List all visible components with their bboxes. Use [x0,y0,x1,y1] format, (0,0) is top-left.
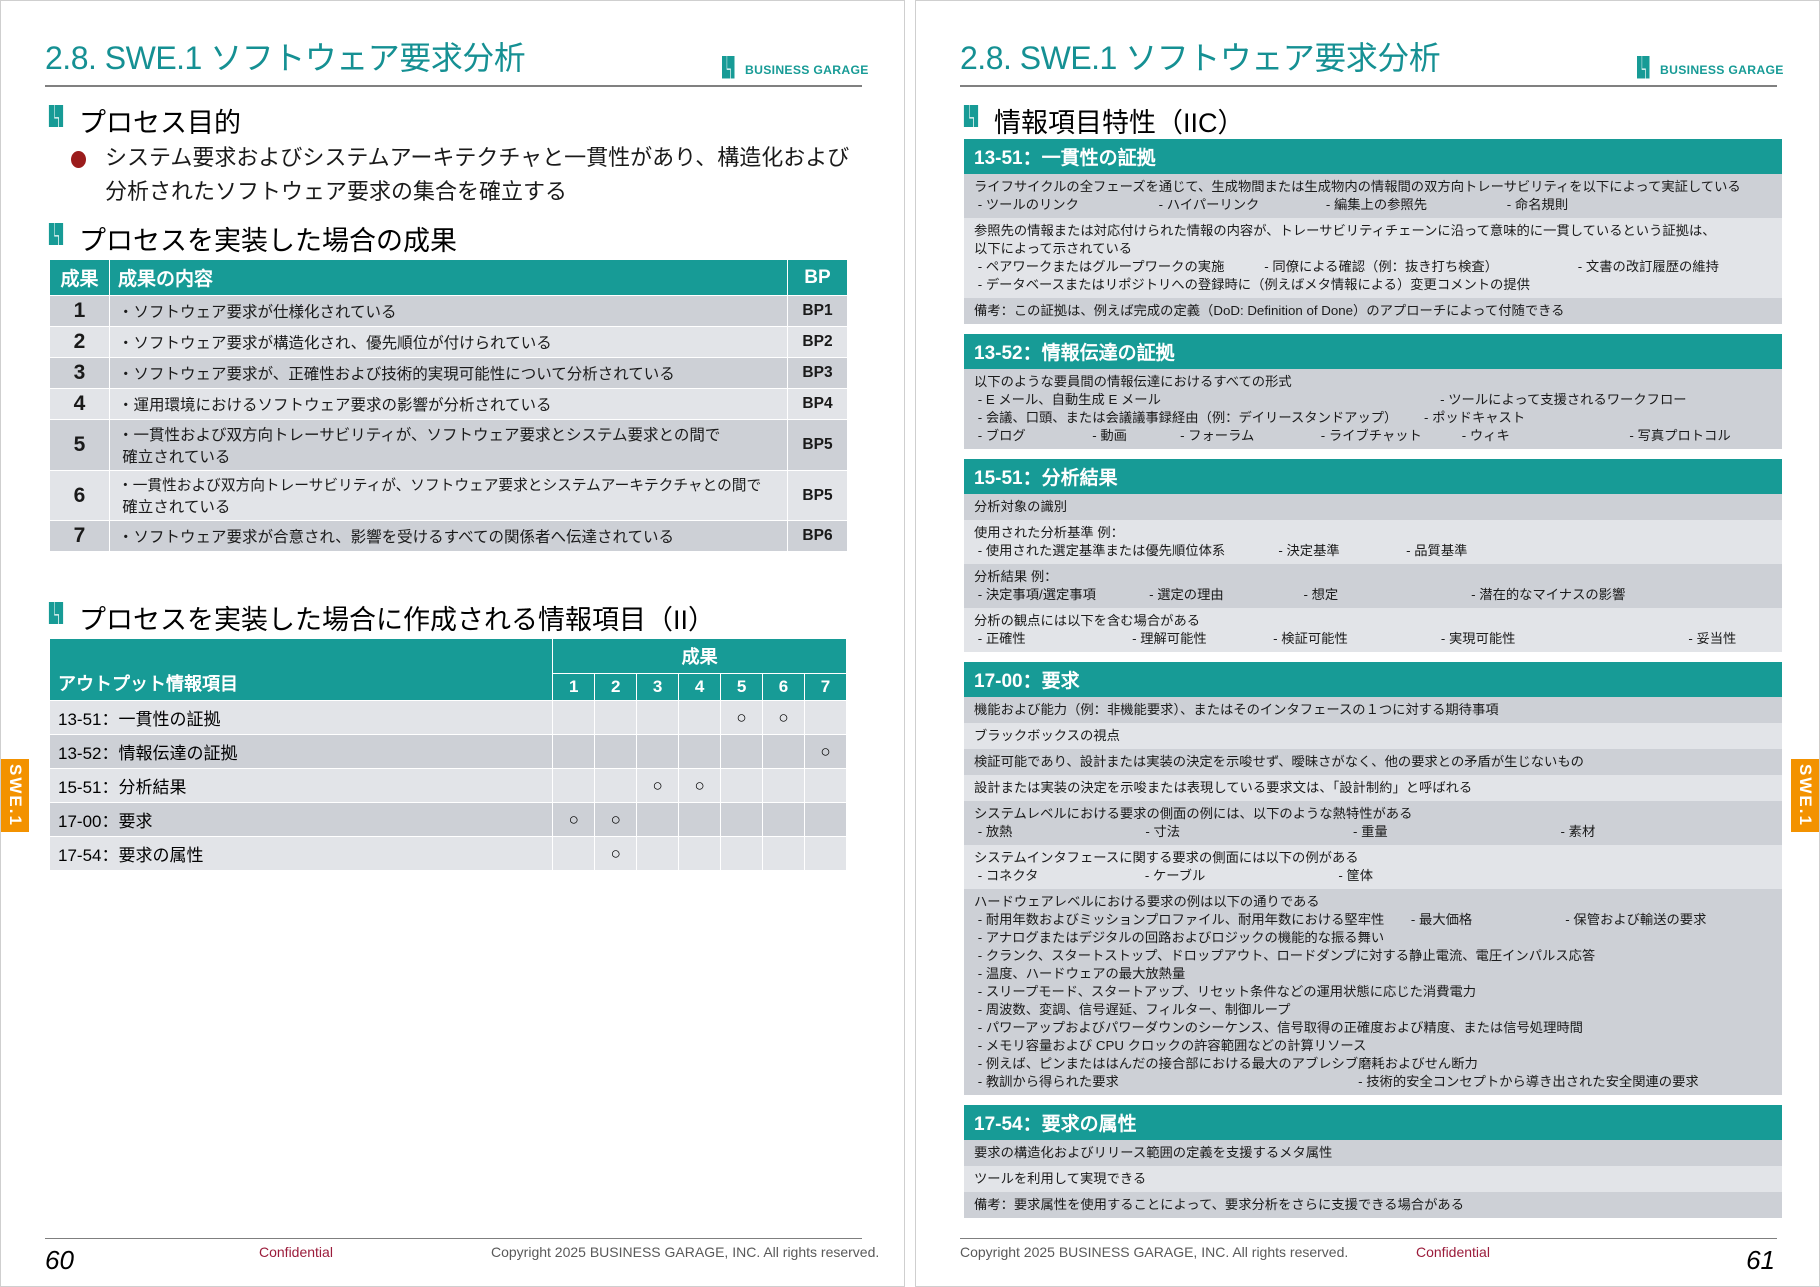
svg-text:BUSINESS GARAGE: BUSINESS GARAGE [745,63,869,77]
svg-text:BUSINESS GARAGE: BUSINESS GARAGE [1660,63,1784,77]
